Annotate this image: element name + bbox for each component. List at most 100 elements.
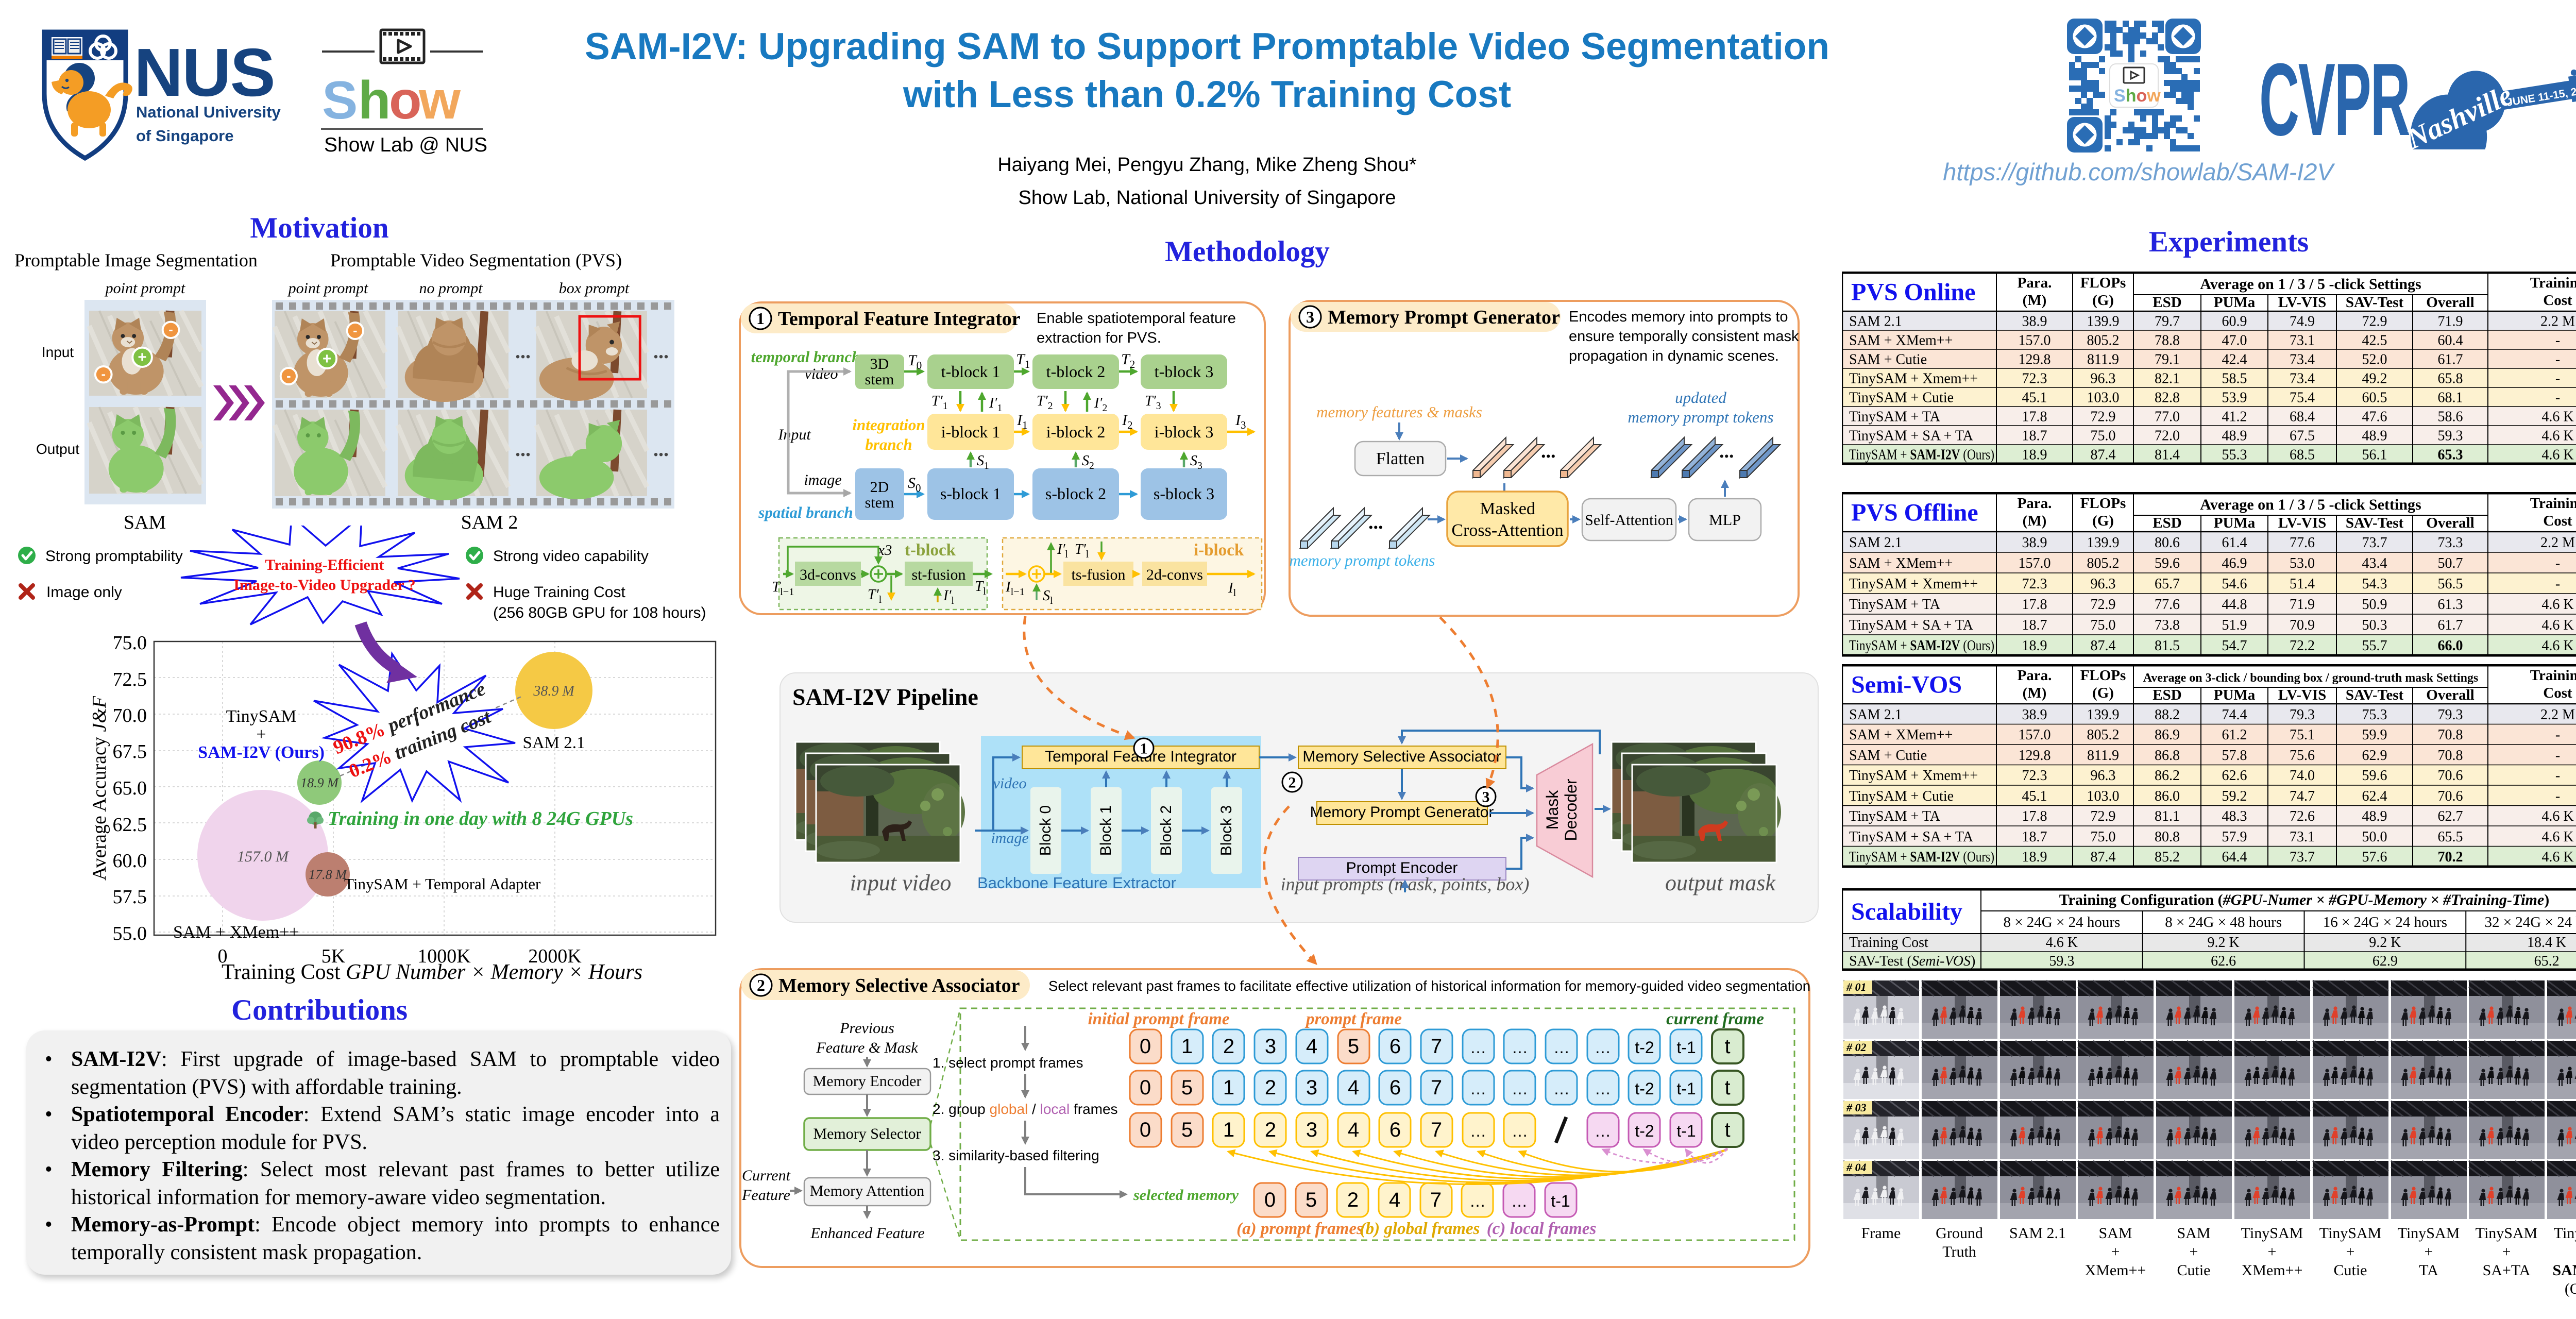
svg-text:…: … [1553, 1079, 1570, 1098]
svg-text:Previous: Previous [839, 1020, 894, 1037]
svg-text:ESD: ESD [2153, 687, 2181, 703]
svg-text:…: … [1512, 1079, 1528, 1098]
svg-text:50.9: 50.9 [2362, 597, 2387, 613]
svg-text:57.5: 57.5 [113, 886, 147, 908]
svg-text:4.6 K: 4.6 K [2541, 597, 2573, 613]
svg-text:62.4: 62.4 [2362, 788, 2387, 804]
svg-text:FLOPs: FLOPs [2080, 667, 2126, 684]
svg-text:68.4: 68.4 [2290, 409, 2315, 425]
svg-text:# 01: # 01 [1846, 980, 1867, 993]
svg-text:0: 0 [1264, 1189, 1276, 1211]
svg-text:-: - [2555, 390, 2560, 406]
svg-text:62.5: 62.5 [113, 814, 147, 836]
svg-text:Tl−1: Tl−1 [772, 579, 794, 598]
svg-text:…: … [1595, 1122, 1611, 1140]
svg-text:139.9: 139.9 [2087, 314, 2120, 330]
svg-text:73.7: 73.7 [2362, 535, 2387, 551]
svg-text:48.3: 48.3 [2222, 808, 2247, 824]
svg-text:Strong video capability: Strong video capability [493, 548, 649, 565]
svg-text:Average on 1 / 3 / 5 -click Se: Average on 1 / 3 / 5 -click Settings [2200, 276, 2421, 293]
svg-text:T′1: T′1 [931, 393, 948, 412]
svg-text:65.5: 65.5 [2438, 829, 2463, 845]
svg-text:61.2: 61.2 [2222, 727, 2247, 743]
svg-text:PUMa: PUMa [2214, 687, 2256, 703]
svg-text:TinySAM: TinySAM [2398, 1225, 2460, 1242]
svg-text:SAM + Cutie: SAM + Cutie [1849, 748, 1927, 764]
svg-text:67.5: 67.5 [2290, 428, 2315, 444]
svg-text:TinySAM + TA: TinySAM + TA [1849, 597, 1941, 613]
svg-text:Ground: Ground [1936, 1225, 1983, 1242]
svg-text:805.2: 805.2 [2087, 333, 2120, 349]
svg-text:77.0: 77.0 [2155, 409, 2180, 425]
svg-text:Training in one day with 8 24G: Training in one day with 8 24G GPUs [328, 808, 633, 830]
svg-text:62.9: 62.9 [2362, 748, 2387, 764]
svg-text:18.4 K: 18.4 K [2527, 935, 2566, 951]
svg-text:# 04: # 04 [1846, 1161, 1867, 1174]
svg-text:17.8: 17.8 [2022, 597, 2047, 613]
svg-text:I′2: I′2 [1094, 395, 1107, 414]
svg-text:-: - [101, 367, 106, 382]
svg-text:43.4: 43.4 [2362, 555, 2387, 571]
svg-text:6: 6 [1389, 1076, 1401, 1099]
svg-text:Average on 1 / 3 / 5 -click Se: Average on 1 / 3 / 5 -click Settings [2200, 496, 2421, 513]
svg-text:73.1: 73.1 [2290, 829, 2315, 845]
svg-text:+: + [2346, 1243, 2355, 1260]
svg-text:7: 7 [1431, 1076, 1442, 1099]
svg-text:Para.: Para. [2018, 495, 2052, 512]
svg-text:# 02: # 02 [1846, 1041, 1867, 1054]
svg-text:-: - [353, 324, 357, 338]
svg-text:55.3: 55.3 [2222, 447, 2247, 463]
svg-text:…: … [1511, 1192, 1528, 1210]
svg-text:62.9: 62.9 [2372, 953, 2398, 969]
svg-text:Cutie: Cutie [2177, 1262, 2211, 1279]
svg-text:t-2: t-2 [1635, 1079, 1654, 1098]
svg-text:SAM-I2V: SAM-I2V [2553, 1262, 2576, 1279]
svg-text:…: … [1512, 1038, 1528, 1057]
svg-text:Training Cost: Training Cost [1849, 935, 1928, 951]
svg-text:6: 6 [1389, 1035, 1401, 1058]
svg-text:t: t [1724, 1035, 1730, 1058]
svg-text:2.2 M: 2.2 M [2540, 707, 2575, 723]
svg-text:65.7: 65.7 [2155, 576, 2180, 592]
svg-text:(b) global frames: (b) global frames [1360, 1220, 1480, 1238]
svg-text:3: 3 [1306, 1119, 1317, 1141]
svg-text:3: 3 [1265, 1035, 1276, 1058]
svg-text:7: 7 [1431, 1035, 1442, 1058]
svg-text:50.0: 50.0 [2362, 829, 2387, 845]
svg-text:National University: National University [136, 103, 281, 121]
svg-text:Cost: Cost [2543, 685, 2572, 701]
svg-text:80.6: 80.6 [2155, 535, 2180, 551]
svg-text:87.4: 87.4 [2091, 849, 2116, 865]
svg-text:Overall: Overall [2426, 294, 2474, 311]
svg-text:current frame: current frame [1666, 1010, 1764, 1028]
svg-text:4: 4 [1348, 1076, 1359, 1099]
svg-text:46.9: 46.9 [2222, 555, 2247, 571]
svg-text:79.3: 79.3 [2290, 707, 2315, 723]
svg-text:Cutie: Cutie [2334, 1262, 2367, 1279]
svg-text:x3: x3 [877, 542, 892, 559]
svg-text:-: - [2555, 768, 2560, 784]
svg-text:-: - [168, 323, 173, 337]
svg-text:75.4: 75.4 [2290, 390, 2315, 406]
svg-text:1: 1 [1223, 1076, 1234, 1099]
svg-text:Scalability: Scalability [1851, 898, 1962, 925]
svg-text:157.0: 157.0 [2019, 333, 2051, 349]
svg-text:memory prompt tokens: memory prompt tokens [1628, 408, 1774, 426]
svg-text:58.6: 58.6 [2438, 409, 2463, 425]
svg-text:SAM + XMem++: SAM + XMem++ [173, 923, 299, 942]
svg-text:…: … [1553, 1038, 1570, 1057]
svg-text:Semi-VOS: Semi-VOS [1851, 671, 1962, 699]
svg-text:S3: S3 [1190, 453, 1202, 471]
svg-text:18.7: 18.7 [2022, 428, 2047, 444]
svg-text:S1: S1 [977, 453, 989, 471]
svg-text:72.3: 72.3 [2022, 576, 2047, 592]
svg-text:initial prompt frame: initial prompt frame [1088, 1010, 1229, 1028]
svg-text:...: ... [1719, 441, 1734, 462]
svg-text:video: video [993, 775, 1027, 792]
svg-text:6: 6 [1389, 1119, 1401, 1141]
svg-text:2: 2 [1265, 1076, 1276, 1099]
svg-text:45.1: 45.1 [2022, 788, 2047, 804]
svg-text:73.4: 73.4 [2290, 371, 2315, 387]
svg-text:18.9: 18.9 [2022, 447, 2047, 463]
svg-text:17.8: 17.8 [2022, 409, 2047, 425]
